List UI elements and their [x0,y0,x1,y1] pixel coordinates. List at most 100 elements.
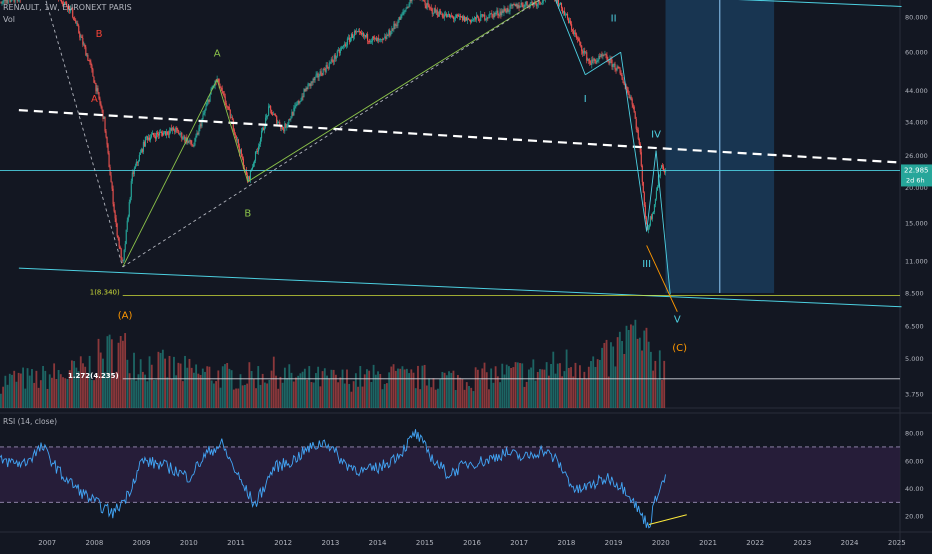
candle-body [536,3,537,6]
volume-bar [313,383,315,408]
volume-bar [539,369,541,408]
volume-bar [579,365,581,408]
volume-bar [506,365,508,408]
candle-body [522,3,523,5]
candle-body [461,16,462,17]
volume-bar [335,375,337,408]
volume-bar [53,363,55,408]
wave-line[interactable] [621,52,647,231]
candle-body [473,19,474,20]
candle-body [560,3,561,5]
volume-bar [257,366,259,408]
volume-bar [49,374,51,408]
candle-body [439,11,440,17]
volume-bar [95,376,97,408]
volume-bar [466,382,468,408]
volume-bar [652,371,654,408]
candle-body [475,17,476,19]
candle-body [445,14,446,15]
candle-body [282,127,283,130]
volume-bar [450,373,452,408]
candle-body [296,104,297,105]
candle-body [313,79,314,83]
candle-body [119,238,120,246]
volume-bar [71,360,73,408]
candle-body [141,149,142,152]
candle-body [433,13,434,14]
candle-body [318,74,319,78]
candle-body [312,82,313,83]
candle-body [369,41,370,42]
candle-body [103,117,104,119]
candle-body [202,115,203,120]
candle-body [403,11,404,12]
wave-line[interactable] [217,80,248,182]
volume-bar [344,384,346,408]
wave-line[interactable] [248,0,552,182]
candle-body [276,116,277,123]
volume-bar [606,340,608,408]
candle-body [232,117,233,120]
candle-body [604,54,605,55]
candle-body [122,260,123,261]
candle-body [73,17,74,20]
candle-body [629,94,630,98]
volume-bar [588,367,590,408]
candle-body [524,7,525,8]
candle-body [346,45,347,46]
candle-body [322,75,323,76]
candle-body [446,14,447,17]
volume-bar [64,378,66,408]
volume-bar [2,387,4,408]
candle-body [159,132,160,135]
wave-line[interactable] [38,0,123,267]
candle-body [611,60,612,67]
candle-body [317,74,318,75]
candle-body [161,132,162,133]
volume-bar [501,364,503,408]
candle-body [154,135,155,136]
candle-body [503,8,504,12]
volume-bar [164,359,166,408]
volume-bar [415,388,417,408]
candle-body [397,22,398,25]
candle-body [599,56,600,57]
volume-bar [408,373,410,408]
wave-line[interactable] [123,0,553,267]
volume-bar [479,380,481,408]
candle-body [487,18,488,19]
candle-body [495,13,496,14]
volume-bar [204,372,206,408]
candle-body [357,31,358,32]
candle-body [644,193,645,206]
wave-line[interactable] [123,80,217,267]
volume-bar [339,378,341,408]
volume-bar [530,368,532,408]
volume-bar [60,374,62,408]
candle-body [290,118,291,119]
rsi-divergence-line[interactable] [649,515,687,525]
volume-bar [370,382,372,408]
volume-bar [544,370,546,408]
candle-body [561,3,562,8]
candle-body [463,16,464,20]
candle-body [593,59,594,61]
candle-body [86,55,87,56]
candle-body [493,13,494,18]
candle-body [111,175,112,182]
candle-body [288,119,289,123]
candle-body [92,69,93,76]
candle-body [404,10,405,11]
volume-bar [366,369,368,408]
candle-body [164,131,165,132]
candle-body [465,17,466,21]
volume-bar [402,366,404,408]
candle-body [635,112,636,118]
candle-body [153,133,154,135]
candle-body [372,37,373,41]
wave-line[interactable] [552,0,585,75]
candle-body [467,18,468,20]
volume-bar [461,379,463,408]
volume-bar [497,376,499,408]
